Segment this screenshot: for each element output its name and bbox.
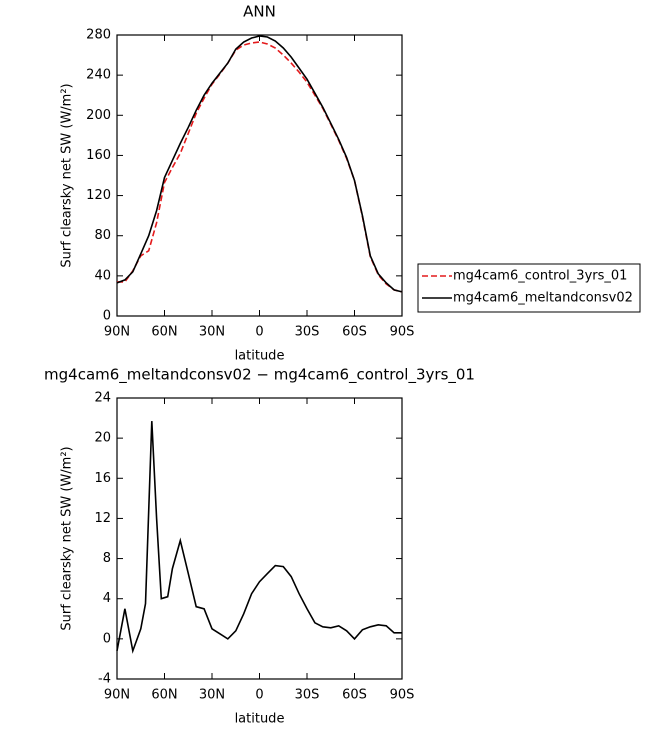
y-tick-label: 12 [94,511,111,526]
x-axis-label: latitude [235,712,285,727]
data-line [116,35,403,293]
plot-frame [116,397,403,680]
plot-frame [116,34,403,317]
y-tick-label: 24 [94,391,111,406]
y-tick-label: 160 [86,148,111,163]
x-tick-label: 90S [390,325,415,340]
y-tick-label: 0 [103,631,111,646]
y-tick-label: 200 [86,108,111,123]
x-tick-label: 60S [342,688,367,703]
y-tick-label: -4 [98,672,111,687]
x-axis-label: latitude [235,349,285,364]
y-tick-label: 80 [94,228,111,243]
x-tick-label: 30S [295,325,320,340]
x-tick-label: 60N [151,325,177,340]
x-tick-label: 30N [199,688,225,703]
x-tick-label: 60N [151,688,177,703]
legend-label: mg4cam6_control_3yrs_01 [453,269,627,284]
x-tick-label: 60S [342,325,367,340]
chart-title: mg4cam6_meltandconsv02 − mg4cam6_control… [44,366,475,385]
x-tick-label: 90N [104,688,130,703]
y-tick-label: 4 [103,591,111,606]
legend-box [417,263,641,313]
y-tick-label: 16 [94,471,111,486]
y-tick-label: 280 [86,28,111,43]
data-line [117,41,403,293]
y-tick-label: 240 [86,68,111,83]
x-tick-label: 0 [255,325,263,340]
y-axis-label: Surf clearsky net SW (W/m²) [60,446,75,630]
x-tick-label: 30N [199,325,225,340]
x-tick-label: 90N [104,325,130,340]
legend-label: mg4cam6_meltandconsv02 [453,291,633,306]
y-tick-label: 8 [103,551,111,566]
y-axis-label: Surf clearsky net SW (W/m²) [60,83,75,267]
y-tick-label: 20 [94,431,111,446]
x-tick-label: 0 [255,688,263,703]
y-tick-label: 120 [86,188,111,203]
x-tick-label: 90S [390,688,415,703]
x-tick-label: 30S [295,688,320,703]
y-tick-label: 0 [103,309,111,324]
data-line [116,421,402,654]
chart-title: ANN [243,3,276,21]
y-tick-label: 40 [94,268,111,283]
